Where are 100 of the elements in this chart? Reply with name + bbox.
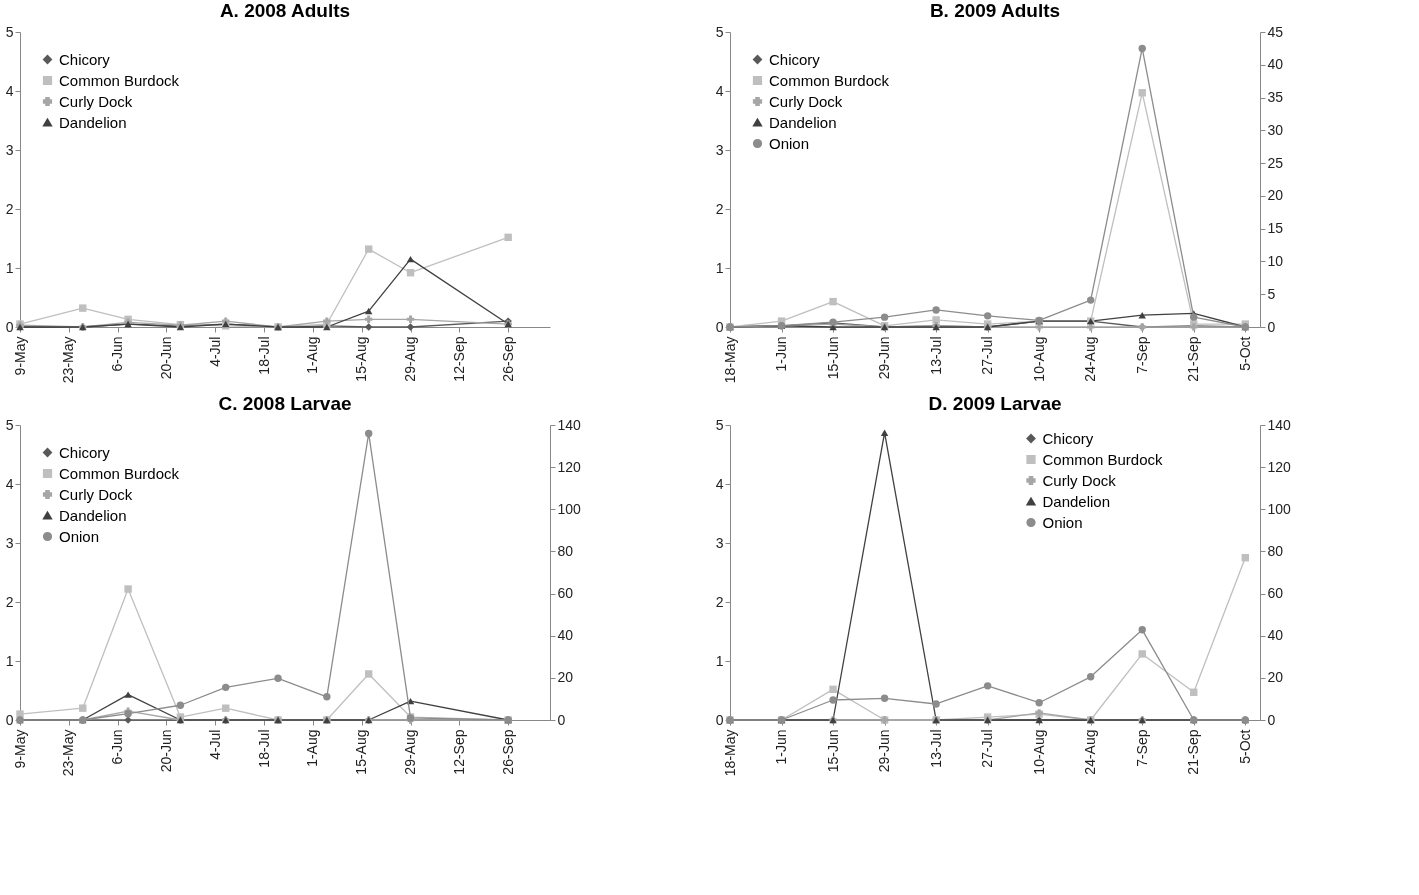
x-tick-label: 29-Aug <box>402 729 419 775</box>
y-tick-label: 0 <box>5 318 14 335</box>
x-tick-label: 29-Aug <box>402 336 419 382</box>
x-tick-label: 5-Oct <box>1236 729 1253 764</box>
y-tick-label: 5 <box>5 23 14 40</box>
x-tick-label: 20-Jun <box>157 336 174 380</box>
x-tick-label: 10-Aug <box>1030 729 1047 775</box>
y-tick-label: 4 <box>5 475 14 492</box>
y2-tick-label: 60 <box>557 585 574 602</box>
legend-label: Curly Dock <box>1042 471 1117 489</box>
y-tick-label: 2 <box>715 200 724 217</box>
x-tick-label: 5-Oct <box>1236 336 1253 371</box>
chart-title: B. 2009 Adults <box>929 0 1061 21</box>
y-tick-label: 5 <box>5 416 14 433</box>
y2-tick-label: 45 <box>1267 23 1284 40</box>
legend-label: Dandelion <box>59 506 127 524</box>
x-tick-label: 18-May <box>721 336 738 384</box>
legend-label: Chicory <box>769 50 821 68</box>
x-tick-label: 23-May <box>60 336 77 384</box>
y2-tick-label: 100 <box>557 500 582 517</box>
legend-label: Dandelion <box>59 113 127 131</box>
y-tick-label: 3 <box>5 141 14 158</box>
legend-label: Chicory <box>59 50 111 68</box>
y-tick-label: 3 <box>715 534 724 551</box>
x-tick-label: 15-Aug <box>353 336 370 382</box>
legend-label: Onion <box>59 527 100 545</box>
x-tick-label: 27-Jul <box>979 729 996 768</box>
y2-tick-label: 30 <box>1267 121 1284 138</box>
x-tick-label: 13-Jul <box>927 729 944 768</box>
y2-tick-label: 80 <box>1267 542 1284 559</box>
y-tick-label: 4 <box>715 82 724 99</box>
y2-tick-label: 25 <box>1267 154 1284 171</box>
x-tick-label: 24-Aug <box>1082 729 1099 775</box>
y2-tick-label: 40 <box>1267 627 1284 644</box>
y-tick-label: 5 <box>715 416 724 433</box>
y-tick-label: 5 <box>715 23 724 40</box>
y-tick-label: 3 <box>5 534 14 551</box>
x-tick-label: 4-Jul <box>206 729 223 760</box>
x-tick-label: 20-Jun <box>157 729 174 773</box>
chart-title: D. 2009 Larvae <box>928 393 1062 414</box>
y2-tick-label: 100 <box>1267 500 1292 517</box>
legend-label: Curly Dock <box>59 485 133 503</box>
y-tick-label: 4 <box>5 82 14 99</box>
x-tick-label: 29-Jun <box>876 729 893 773</box>
legend-label: Common Burdock <box>769 71 890 89</box>
y2-tick-label: 20 <box>1267 187 1284 204</box>
x-tick-label: 1-Aug <box>304 729 321 767</box>
x-tick-label: 1-Jun <box>773 729 790 765</box>
legend-label: Common Burdock <box>59 71 180 89</box>
legend-label: Chicory <box>1042 429 1094 447</box>
y2-tick-label: 5 <box>1267 285 1276 302</box>
x-tick-label: 7-Sep <box>1133 336 1150 374</box>
y2-tick-label: 140 <box>1267 416 1292 433</box>
y2-tick-label: 0 <box>1267 318 1276 335</box>
chart-title: C. 2008 Larvae <box>218 393 352 414</box>
x-tick-label: 18-Jul <box>255 729 272 768</box>
y2-tick-label: 120 <box>1267 458 1292 475</box>
x-tick-label: 27-Jul <box>979 336 996 375</box>
legend-label: Common Burdock <box>1042 450 1164 468</box>
x-tick-label: 12-Sep <box>450 336 467 382</box>
legend-label: Common Burdock <box>59 464 180 482</box>
y-tick-label: 1 <box>715 259 724 276</box>
y-tick-label: 2 <box>5 200 14 217</box>
x-tick-label: 15-Jun <box>824 336 841 380</box>
y2-tick-label: 80 <box>557 542 574 559</box>
legend-label: Chicory <box>59 443 111 461</box>
y2-tick-label: 40 <box>557 627 574 644</box>
x-tick-label: 12-Sep <box>450 729 467 775</box>
x-tick-label: 1-Jun <box>773 336 790 372</box>
legend-label: Curly Dock <box>59 92 133 110</box>
y-tick-label: 1 <box>715 652 724 669</box>
x-tick-label: 29-Jun <box>876 336 893 380</box>
y-tick-label: 1 <box>5 652 14 669</box>
x-tick-label: 18-Jul <box>255 336 272 375</box>
x-tick-label: 18-May <box>721 729 738 777</box>
x-tick-label: 24-Aug <box>1082 336 1099 382</box>
y-tick-label: 3 <box>715 141 724 158</box>
y2-tick-label: 20 <box>1267 669 1284 686</box>
x-tick-label: 9-May <box>11 336 28 376</box>
x-tick-label: 21-Sep <box>1185 336 1202 382</box>
y-tick-label: 0 <box>715 318 724 335</box>
x-tick-label: 21-Sep <box>1185 729 1202 775</box>
y2-tick-label: 20 <box>557 669 574 686</box>
legend-label: Onion <box>769 134 810 152</box>
y2-tick-label: 15 <box>1267 220 1284 237</box>
x-tick-label: 13-Jul <box>927 336 944 375</box>
x-tick-label: 7-Sep <box>1133 729 1150 767</box>
x-tick-label: 26-Sep <box>499 729 516 775</box>
y-tick-label: 0 <box>5 711 14 728</box>
x-tick-label: 15-Jun <box>824 729 841 773</box>
x-tick-label: 15-Aug <box>353 729 370 775</box>
y2-tick-label: 40 <box>1267 56 1284 73</box>
chart-title: A. 2008 Adults <box>219 0 351 21</box>
x-tick-label: 4-Jul <box>206 336 223 367</box>
y2-tick-label: 140 <box>557 416 582 433</box>
y2-tick-label: 120 <box>557 458 582 475</box>
x-tick-label: 6-Jun <box>109 336 126 372</box>
x-tick-label: 23-May <box>60 729 77 777</box>
x-tick-label: 26-Sep <box>499 336 516 382</box>
y-tick-label: 2 <box>5 593 14 610</box>
